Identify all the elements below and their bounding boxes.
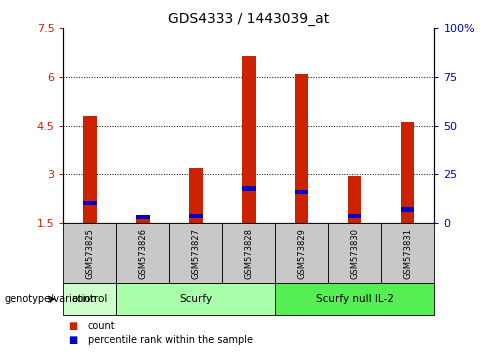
- Bar: [189, 168, 203, 223]
- Bar: [242, 186, 256, 190]
- Text: control: control: [72, 294, 108, 304]
- Bar: [117, 283, 275, 315]
- Bar: [295, 190, 308, 194]
- Bar: [136, 218, 149, 223]
- Bar: [169, 223, 223, 283]
- Bar: [328, 223, 381, 283]
- Text: count: count: [88, 321, 116, 331]
- Bar: [223, 223, 275, 283]
- Bar: [295, 74, 308, 223]
- Bar: [83, 201, 97, 205]
- Bar: [275, 283, 434, 315]
- Bar: [117, 223, 169, 283]
- Bar: [63, 223, 117, 283]
- Text: Scurfy null IL-2: Scurfy null IL-2: [316, 294, 394, 304]
- Bar: [189, 214, 203, 218]
- Text: GSM573825: GSM573825: [85, 228, 95, 279]
- Text: ■: ■: [68, 335, 78, 345]
- Text: GSM573828: GSM573828: [244, 228, 253, 279]
- Text: GSM573829: GSM573829: [297, 228, 306, 279]
- Text: Scurfy: Scurfy: [179, 294, 212, 304]
- Bar: [381, 223, 434, 283]
- Bar: [348, 176, 362, 223]
- Bar: [242, 56, 256, 223]
- Text: GSM573827: GSM573827: [191, 228, 201, 279]
- Text: percentile rank within the sample: percentile rank within the sample: [88, 335, 253, 345]
- Bar: [348, 214, 362, 218]
- Bar: [275, 223, 328, 283]
- Title: GDS4333 / 1443039_at: GDS4333 / 1443039_at: [168, 12, 329, 26]
- Text: GSM573826: GSM573826: [139, 228, 147, 279]
- Bar: [83, 116, 97, 223]
- Bar: [136, 215, 149, 219]
- Text: GSM573830: GSM573830: [350, 228, 359, 279]
- Bar: [401, 207, 414, 212]
- Text: GSM573831: GSM573831: [403, 228, 412, 279]
- Text: genotype/variation: genotype/variation: [5, 294, 98, 304]
- Text: ■: ■: [68, 321, 78, 331]
- Bar: [63, 283, 117, 315]
- Bar: [401, 122, 414, 223]
